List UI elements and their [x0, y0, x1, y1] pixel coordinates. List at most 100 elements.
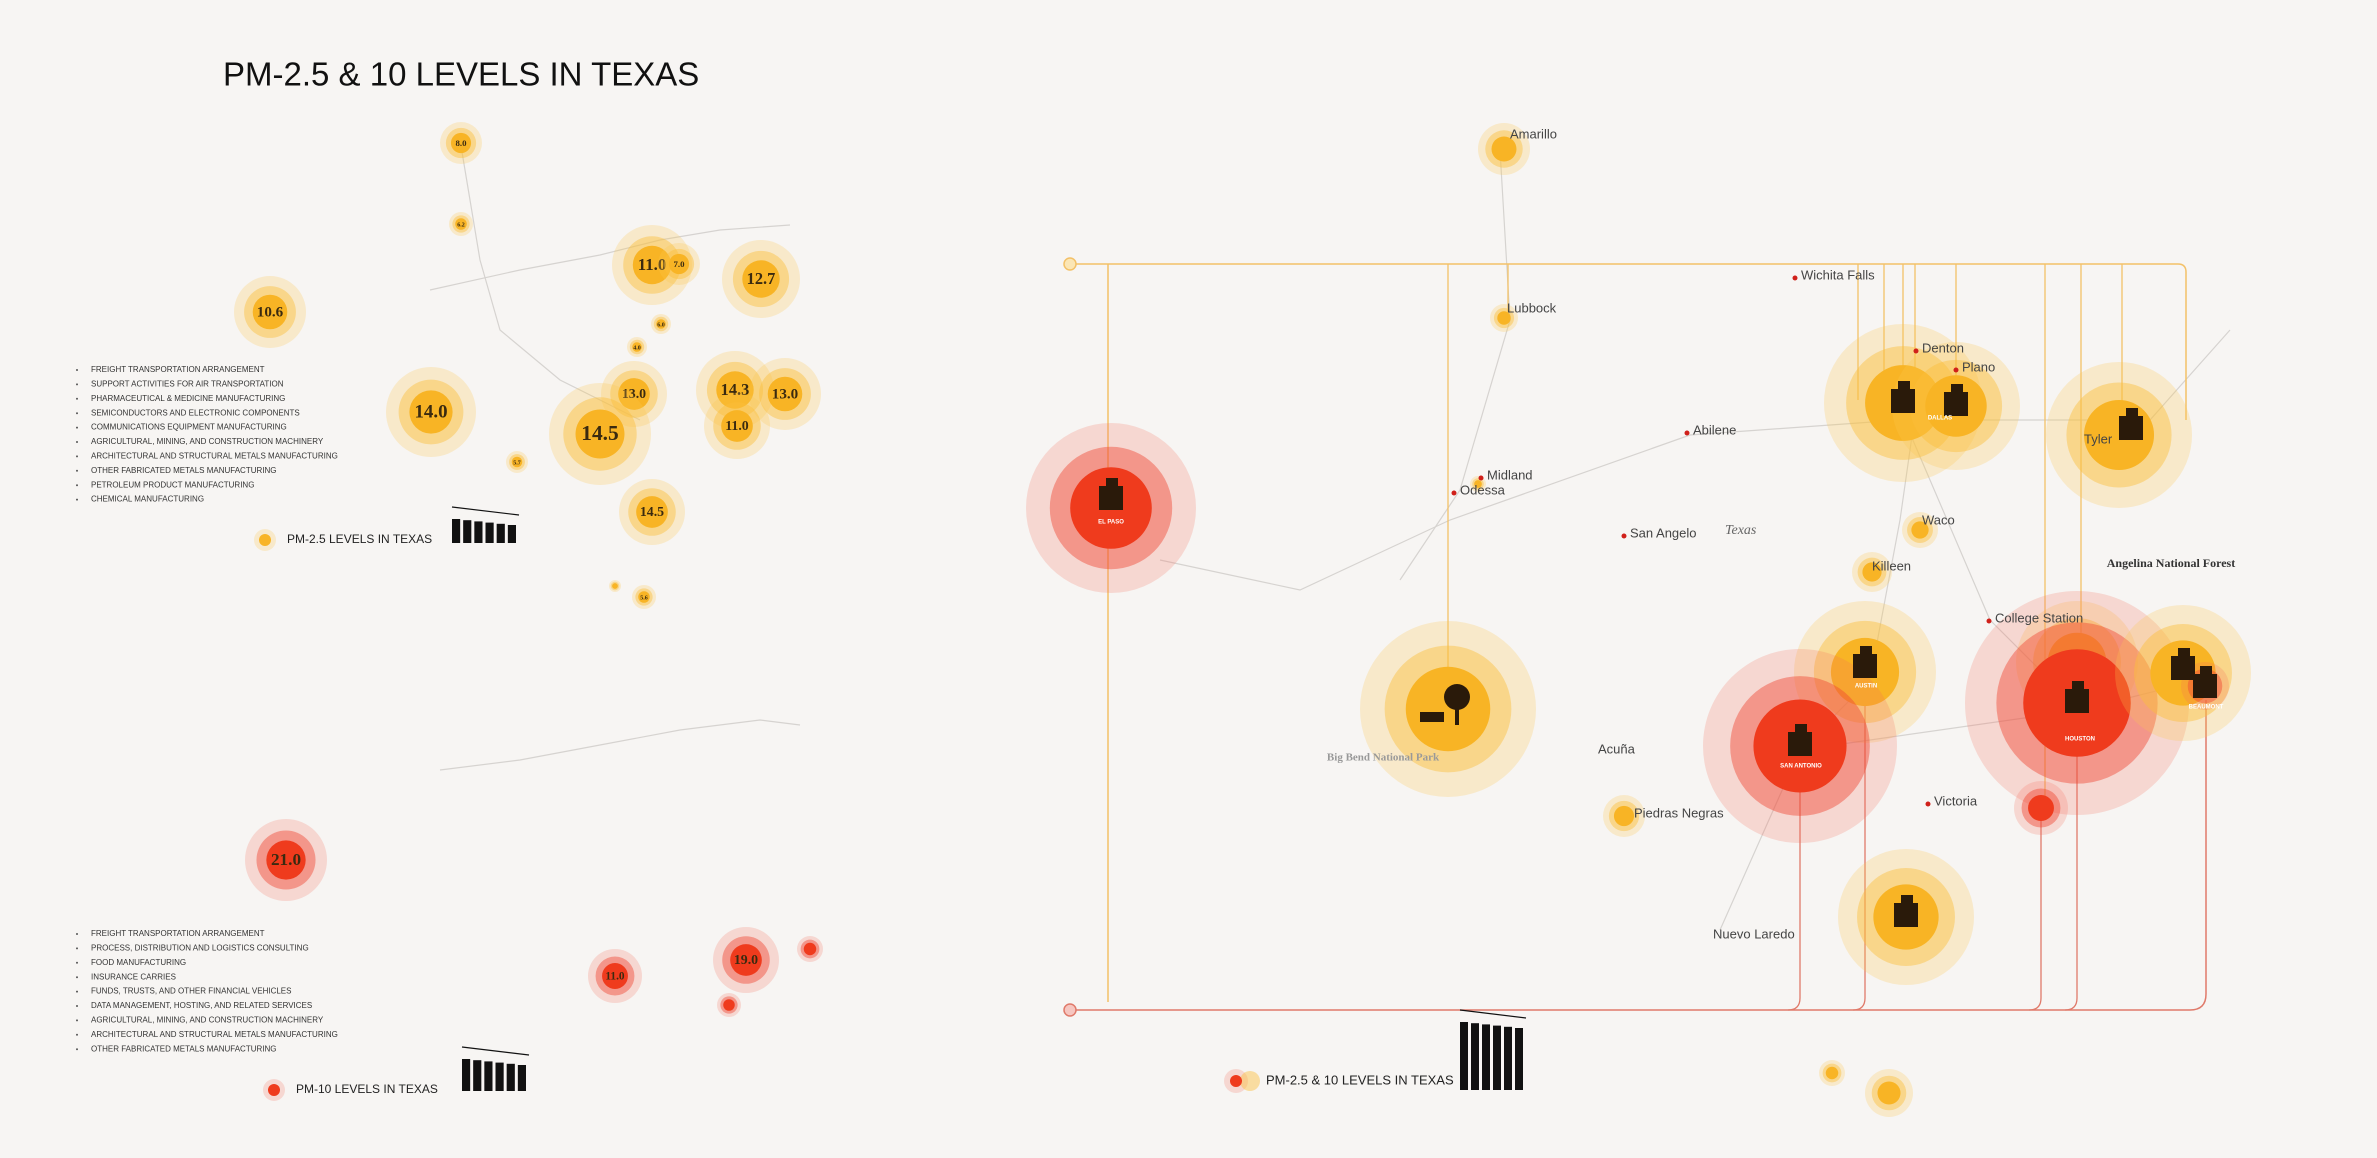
- city-dot: [1986, 618, 1992, 624]
- building-icon: [2126, 408, 2138, 418]
- bubble-core: [409, 390, 453, 434]
- industry: FREIGHT TRANSPORTATION ARRANGEMENT: [91, 929, 265, 938]
- bullet: [76, 947, 78, 950]
- park-icon: [1420, 712, 1444, 722]
- city-label: College Station: [1995, 610, 2083, 625]
- city-label: DALLAS: [1928, 416, 1952, 422]
- bullet: [76, 412, 78, 415]
- bubble-label: 14.3: [721, 380, 750, 399]
- city-label: Big Bend National Park: [1327, 752, 1440, 764]
- city-label: Amarillo: [1510, 126, 1557, 141]
- bullet: [76, 1033, 78, 1036]
- icon-bar: [485, 522, 494, 543]
- bubble-label: 5.6: [640, 595, 648, 601]
- bullet: [76, 1048, 78, 1051]
- city-label: San Angelo: [1630, 525, 1697, 540]
- building-icon: [2193, 674, 2217, 698]
- bubble-core: [723, 999, 735, 1011]
- city-label: Odessa: [1460, 482, 1506, 497]
- bubble-core: [1862, 562, 1882, 582]
- park-icon: [1444, 684, 1470, 710]
- building-icon: [1106, 478, 1118, 488]
- bubble-label: 6.0: [657, 322, 665, 328]
- park-icon: [1455, 705, 1459, 725]
- bubble-label: 7.0: [673, 259, 685, 269]
- industry: CHEMICAL MANUFACTURING: [91, 495, 204, 504]
- bubble-core: [612, 583, 618, 589]
- bullet: [76, 369, 78, 371]
- city-label: Lubbock: [1507, 300, 1557, 315]
- city-label: BEAUMONT: [2189, 705, 2224, 711]
- title: PM-2.5 & 10 LEVELS IN TEXAS: [223, 56, 699, 93]
- legend-label: PM-2.5 LEVELS IN TEXAS: [287, 532, 432, 546]
- trend-arrow: [461, 1046, 530, 1056]
- icon-bar: [474, 521, 483, 543]
- bubble-core: [721, 410, 753, 442]
- bubble-label: 14.5: [640, 504, 664, 519]
- bubble-core: [618, 378, 650, 410]
- bubble-core: [1613, 805, 1635, 827]
- building-icon: [1788, 732, 1812, 756]
- icon-bar: [484, 1061, 493, 1091]
- building-icon: [2178, 648, 2190, 658]
- building-icon: [1894, 903, 1918, 927]
- icon-bar: [517, 1065, 526, 1091]
- industry: FUNDS, TRUSTS, AND OTHER FINANCIAL VEHIC…: [91, 987, 291, 996]
- connector: [2028, 808, 2042, 1011]
- industry: FOOD MANUFACTURING: [91, 958, 186, 967]
- city-label: Midland: [1487, 467, 1533, 482]
- icon-bar: [1482, 1024, 1490, 1090]
- bullet: [76, 441, 78, 443]
- bullet: [76, 1019, 78, 1022]
- bubble-core: [1497, 311, 1511, 325]
- industry: PHARMACEUTICAL & MEDICINE MANUFACTURING: [91, 394, 285, 403]
- bubble-core: [1491, 136, 1517, 162]
- icon-bar: [452, 519, 461, 543]
- icon-bar: [1460, 1022, 1468, 1090]
- bubble-core: [1474, 480, 1482, 488]
- icon-bar: [495, 1062, 504, 1091]
- bubble-core: [716, 371, 754, 409]
- connector: [1787, 746, 1801, 1011]
- city-dot: [1684, 430, 1690, 436]
- icon-bar: [463, 520, 472, 543]
- city-label: Abilene: [1693, 422, 1736, 437]
- city-label: Waco: [1922, 512, 1955, 527]
- industry: INSURANCE CARRIES: [91, 972, 176, 981]
- bubble-core: [668, 253, 690, 275]
- bubble-core: [730, 944, 762, 976]
- industry: ARCHITECTURAL AND STRUCTURAL METALS MANU…: [91, 1030, 338, 1039]
- bubble-label: 11.0: [638, 255, 666, 274]
- bubble-core: [1877, 1081, 1901, 1105]
- city-dot: [1621, 533, 1627, 539]
- industry: AGRICULTURAL, MINING, AND CONSTRUCTION M…: [91, 1016, 324, 1025]
- connector-frame-bottom: [1063, 700, 2207, 1017]
- bubble-label: 10.6: [257, 304, 284, 320]
- building-icon: [1099, 486, 1123, 510]
- bullet: [76, 426, 78, 429]
- building-icon: [2200, 666, 2212, 676]
- icon-bar: [507, 525, 516, 543]
- industry: PROCESS, DISTRIBUTION AND LOGISTICS CONS…: [91, 944, 309, 953]
- bubble-core: [656, 319, 666, 329]
- bubble-core: [266, 840, 306, 880]
- bullet: [76, 498, 78, 501]
- bullet: [76, 484, 78, 487]
- connector: [2064, 703, 2078, 1011]
- industry: SEMICONDUCTORS AND ELECTRONIC COMPONENTS: [91, 408, 300, 417]
- bubble-core: [632, 245, 672, 285]
- city-label: AUSTIN: [1855, 684, 1877, 690]
- roads: [429, 139, 2231, 931]
- industry: AGRICULTURAL, MINING, AND CONSTRUCTION M…: [91, 437, 324, 446]
- building-icon: [2072, 681, 2084, 691]
- icon-bar: [506, 1063, 515, 1091]
- bubble-core: [638, 591, 650, 603]
- icon-bar: [1504, 1026, 1512, 1090]
- city-label: Nuevo Laredo: [1713, 926, 1795, 941]
- icon-bar: [473, 1060, 482, 1091]
- building-icon: [1891, 389, 1915, 413]
- bubble-core: [742, 260, 780, 298]
- city-label: Acuña: [1598, 741, 1636, 756]
- bullet: [76, 397, 78, 400]
- building-icon: [1901, 895, 1913, 905]
